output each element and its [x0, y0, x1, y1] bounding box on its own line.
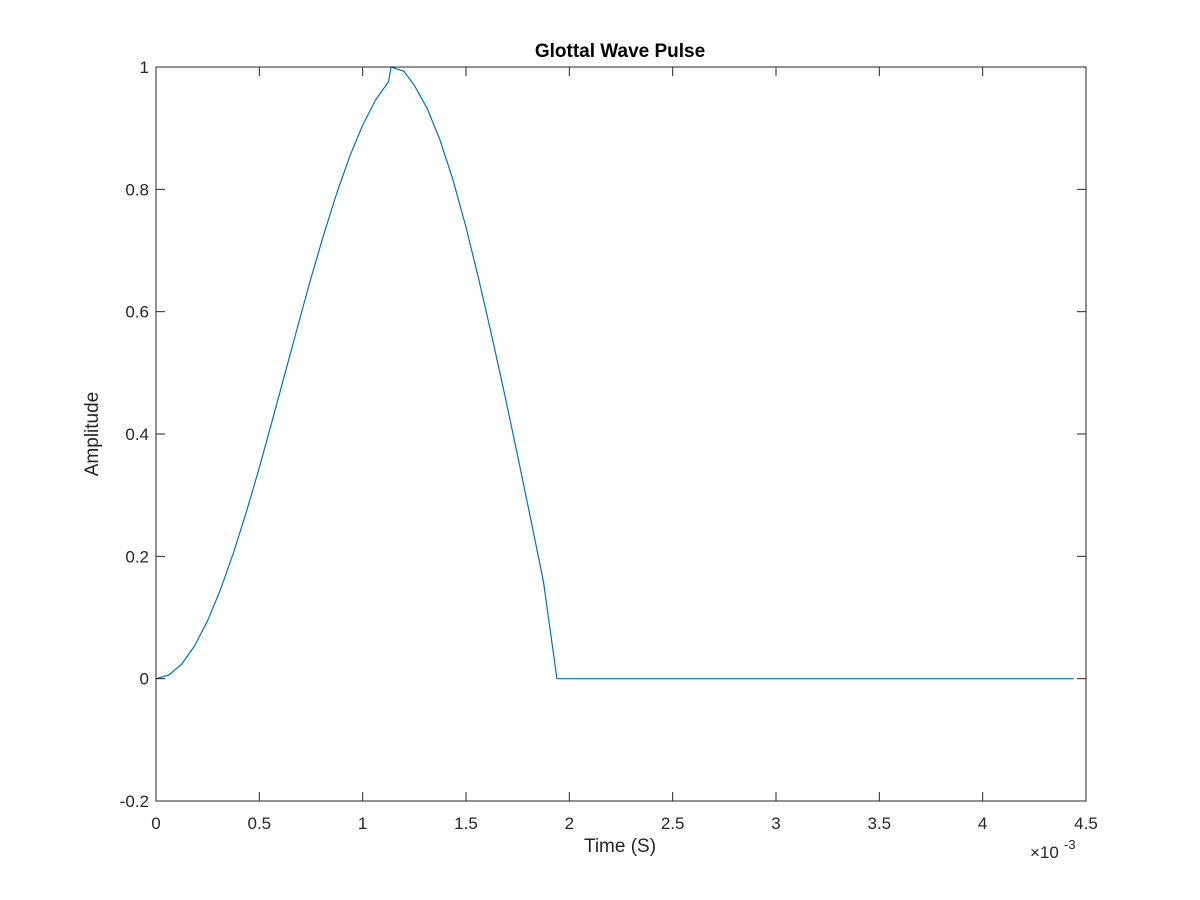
y-axis-label: Amplitude [82, 392, 103, 477]
y-tick-label: 0.2 [125, 547, 149, 566]
y-tick-label: 0.4 [125, 425, 149, 444]
y-tick-label: 0 [140, 670, 149, 689]
y-tick-label: 0.8 [125, 180, 149, 199]
y-tick-label: 1 [140, 58, 149, 77]
x-tick-label: 1.5 [454, 814, 478, 833]
x-tick-label: 1 [358, 814, 367, 833]
x-tick-label: 0 [151, 814, 160, 833]
x-tick-label: 0.5 [248, 814, 272, 833]
plot-background [156, 67, 1086, 801]
x-exponent-power: -3 [1064, 837, 1076, 852]
x-tick-label: 4.5 [1074, 814, 1098, 833]
y-tick-label: -0.2 [120, 792, 149, 811]
plot-area: 0 0.5 1 1.5 2 2.5 3 3.5 4 4.5-0.200.20.40.60.81 [120, 58, 1098, 833]
x-axis-label: Time (S) [584, 836, 656, 857]
series-line-0 [155, 66, 1074, 680]
x-tick-label: 4 [978, 814, 987, 833]
chart-title: Glottal Wave Pulse [535, 41, 705, 62]
x-tick-label: 3 [771, 814, 780, 833]
x-tick-label: 2 [565, 814, 574, 833]
y-tick-label: 0.6 [125, 303, 149, 322]
x-exponent-label: ×10 -3 [1030, 837, 1076, 862]
x-exponent-base: ×10 [1030, 843, 1059, 862]
x-tick-label: 3.5 [868, 814, 892, 833]
x-tick-label: 2.5 [661, 814, 685, 833]
